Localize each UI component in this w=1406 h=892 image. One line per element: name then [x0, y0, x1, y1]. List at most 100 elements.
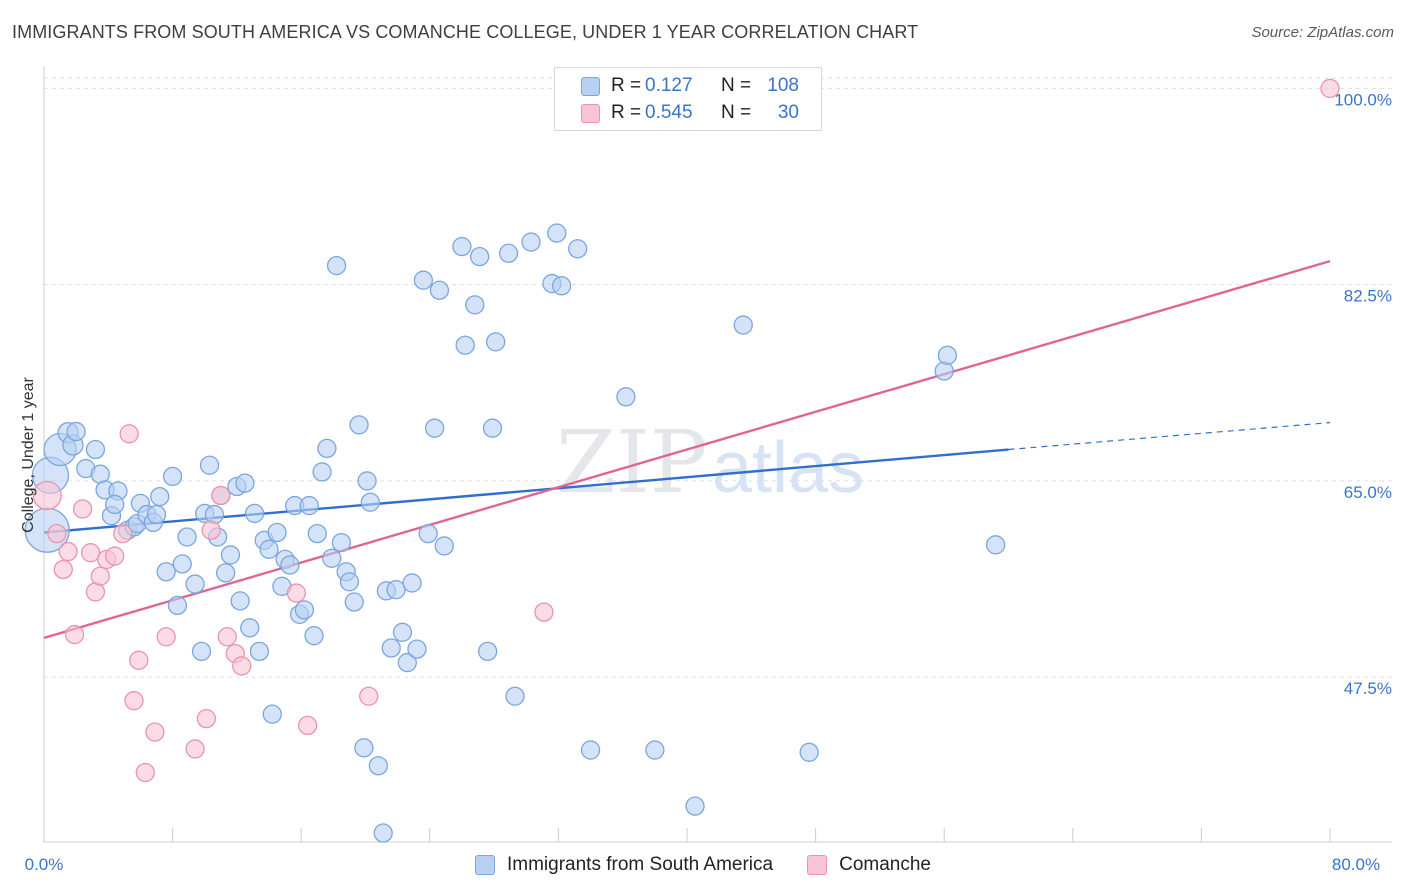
point-immigrants	[354, 738, 374, 758]
point-immigrants	[339, 572, 360, 592]
source-credit: Source: ZipAtlas.com	[1251, 24, 1394, 41]
point-immigrants	[465, 295, 485, 315]
point-immigrants	[240, 618, 260, 638]
point-comanche	[156, 627, 176, 647]
point-immigrants	[220, 545, 241, 565]
legend-swatch-pink	[807, 855, 828, 875]
watermark-zip: ZIP	[556, 413, 708, 513]
point-immigrants	[505, 686, 525, 706]
legend-n-label: N =	[721, 75, 752, 96]
point-comanche	[211, 485, 231, 506]
point-comanche	[196, 708, 217, 729]
point-comanche	[124, 691, 144, 711]
point-immigrants	[498, 243, 519, 263]
x-tick-label: 0.0%	[25, 855, 64, 874]
point-immigrants	[469, 246, 490, 267]
legend-row-pink: R = 0.545 N = 30	[555, 100, 799, 126]
point-comanche	[217, 627, 237, 647]
legend-swatch-pink	[581, 103, 600, 123]
point-immigrants	[312, 462, 332, 482]
point-immigrants	[392, 622, 413, 642]
legend-label-comanche: Comanche	[839, 854, 931, 875]
point-comanche	[135, 762, 155, 783]
y-tick-label: 100.0%	[1334, 90, 1392, 109]
point-comanche	[534, 602, 554, 622]
legend-r-label: R =	[611, 102, 642, 123]
point-comanche	[185, 739, 205, 759]
point-immigrants	[645, 740, 665, 760]
point-immigrants	[85, 439, 106, 460]
point-immigrants	[172, 554, 192, 574]
point-immigrants	[580, 740, 601, 760]
point-immigrants	[177, 527, 197, 547]
point-comanche	[119, 424, 139, 444]
y-tick-label: 47.5%	[1344, 679, 1392, 698]
point-immigrants	[452, 236, 472, 257]
point-immigrants	[397, 652, 417, 673]
point-comanche	[297, 715, 318, 736]
point-comanche	[53, 559, 73, 580]
legend-swatch-blue	[581, 76, 600, 96]
point-immigrants	[985, 535, 1006, 555]
point-comanche	[90, 566, 110, 586]
point-immigrants	[478, 641, 498, 662]
point-immigrants	[934, 361, 954, 381]
point-immigrants	[317, 438, 337, 459]
axes	[43, 66, 1392, 843]
y-tick-label: 65.0%	[1344, 483, 1392, 502]
point-comanche	[1320, 78, 1340, 99]
point-immigrants	[304, 626, 324, 646]
point-immigrants	[733, 315, 753, 335]
point-comanche	[72, 499, 93, 519]
point-immigrants	[424, 418, 445, 438]
point-immigrants	[357, 471, 377, 491]
point-immigrants	[235, 473, 255, 493]
trend-line-immigrants-extension	[1008, 422, 1331, 451]
point-immigrants	[167, 595, 188, 616]
point-immigrants	[156, 562, 176, 582]
point-immigrants	[547, 223, 567, 243]
point-immigrants	[521, 232, 541, 252]
y-tick-label: 82.5%	[1344, 287, 1392, 306]
legend-n-label: N =	[721, 102, 752, 123]
point-immigrants	[344, 592, 364, 612]
legend-swatch-blue	[475, 855, 495, 875]
point-immigrants	[418, 523, 438, 544]
point-comanche	[201, 520, 221, 540]
point-immigrants	[322, 548, 342, 568]
legend-r-label: R =	[611, 75, 642, 96]
point-immigrants	[455, 335, 475, 355]
point-immigrants	[685, 796, 705, 816]
point-immigrants	[326, 255, 347, 276]
point-immigrants	[486, 332, 506, 352]
point-comanche	[105, 546, 125, 566]
correlation-legend: R = 0.127 N = 108 R = 0.545 N = 30	[554, 67, 822, 131]
point-immigrants	[299, 495, 319, 516]
legend-n-value: 30	[777, 102, 799, 123]
point-comanche	[64, 624, 85, 645]
legend-row-blue: R = 0.127 N = 108	[555, 73, 799, 99]
y-axis-title: College, Under 1 year	[20, 377, 37, 533]
point-comanche	[47, 523, 67, 544]
legend-item-immigrants[interactable]: Immigrants from South America	[475, 854, 773, 876]
point-immigrants	[368, 756, 389, 776]
point-immigrants	[799, 742, 819, 762]
point-immigrants	[199, 455, 220, 475]
series-legend: Immigrants from South America Comanche	[0, 852, 1406, 878]
legend-r-value: 0.127	[645, 75, 693, 96]
point-immigrants	[568, 239, 588, 259]
point-immigrants	[373, 823, 393, 843]
point-comanche	[145, 722, 165, 742]
legend-item-comanche[interactable]: Comanche	[807, 854, 931, 876]
point-comanche	[286, 583, 307, 603]
watermark: ZIP atlas	[556, 413, 864, 513]
point-immigrants	[413, 270, 434, 290]
point-immigrants	[434, 536, 454, 556]
point-comanche	[129, 650, 149, 670]
point-comanche	[80, 543, 101, 563]
point-immigrants	[937, 345, 958, 365]
point-immigrants	[215, 563, 236, 583]
point-immigrants	[551, 276, 572, 296]
point-immigrants	[244, 503, 265, 524]
